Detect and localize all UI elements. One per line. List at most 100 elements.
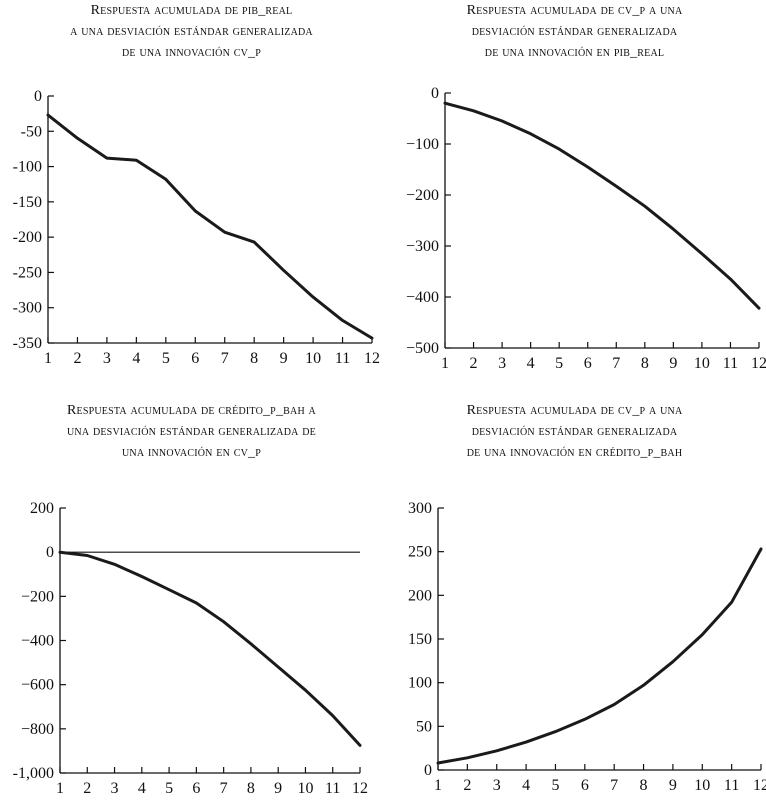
chart-title: Respuesta acumulada de pib_real a una de… — [0, 0, 383, 63]
y-tick-label: -1,000 — [13, 765, 54, 782]
x-tick-label: 11 — [335, 350, 350, 367]
y-tick-label: 0 — [431, 85, 439, 102]
chart-panel-2: Respuesta acumulada de cv_p a una desvia… — [383, 0, 766, 400]
chart-title-line: Respuesta acumulada de crédito_p_bah a — [67, 403, 316, 418]
x-tick-label: 5 — [165, 780, 173, 797]
y-tick-label: -250 — [13, 264, 42, 281]
x-tick-label: 6 — [584, 355, 592, 372]
y-tick-label: -350 — [13, 335, 42, 352]
x-tick-label: 4 — [527, 355, 535, 372]
x-tick-label: 11 — [723, 355, 738, 372]
x-tick-label: 12 — [751, 355, 766, 372]
y-tick-label: 0 — [46, 544, 54, 561]
chart-title-line: desviación estándar generalizada — [471, 24, 678, 39]
x-tick-label: 3 — [103, 350, 111, 367]
x-tick-label: 10 — [694, 355, 710, 372]
chart-title-line: de una innovación en crédito_p_bah — [466, 445, 683, 460]
x-tick-label: 8 — [250, 350, 258, 367]
chart-title: Respuesta acumulada de cv_p a una desvia… — [383, 0, 766, 63]
y-tick-label: -200 — [13, 229, 42, 246]
chart-title-line: de una innovación en pib_real — [484, 45, 665, 60]
y-tick-label: −600 — [21, 677, 54, 694]
chart-title: Respuesta acumulada de crédito_p_bah a u… — [0, 400, 383, 463]
chart-panel-3: Respuesta acumulada de crédito_p_bah a u… — [0, 400, 383, 800]
chart-panel-4: Respuesta acumulada de cv_p a una desvia… — [383, 400, 766, 800]
x-tick-label: 3 — [498, 355, 506, 372]
x-tick-label: 12 — [352, 780, 368, 797]
x-tick-label: 9 — [669, 355, 677, 372]
x-tick-label: 8 — [640, 777, 648, 794]
y-tick-label: −200 — [21, 588, 54, 605]
x-tick-label: 7 — [612, 355, 620, 372]
x-tick-label: 1 — [44, 350, 52, 367]
x-tick-label: 1 — [56, 780, 64, 797]
chart-plot: 0 -50 -100 -150 -200 -250 -300 -350 1 2 3 4 5 6 7 8 9 10 1… — [13, 88, 380, 367]
y-tick-label: 250 — [408, 544, 432, 561]
x-tick-label: 9 — [274, 780, 282, 797]
series-line — [46, 113, 374, 340]
y-tick-label: −300 — [406, 238, 439, 255]
x-tick-label: 5 — [162, 350, 170, 367]
y-tick-label: −200 — [406, 187, 439, 204]
y-tick-label: −800 — [21, 721, 54, 738]
x-tick-label: 6 — [191, 350, 199, 367]
x-tick-label: 1 — [434, 777, 442, 794]
y-tick-label: −400 — [406, 289, 439, 306]
y-tick-label: -300 — [13, 300, 42, 317]
x-tick-label: 8 — [641, 355, 649, 372]
y-tick-label: −500 — [406, 340, 439, 357]
x-tick-label: 12 — [753, 777, 766, 794]
y-tick-label: 50 — [416, 718, 432, 735]
y-tick-label: -100 — [13, 159, 42, 176]
x-tick-label: 10 — [305, 350, 321, 367]
x-tick-label: 5 — [551, 777, 559, 794]
chart-title-line: Respuesta acumulada de cv_p a una — [466, 3, 683, 18]
chart-title-line: de una innovación cv_p — [122, 45, 261, 60]
y-tick-label: 0 — [34, 88, 42, 105]
x-tick-label: 5 — [555, 355, 563, 372]
x-tick-label: 9 — [280, 350, 288, 367]
x-tick-label: 6 — [581, 777, 589, 794]
y-tick-label: −400 — [21, 633, 54, 650]
y-tick-label: 100 — [408, 675, 432, 692]
y-tick-label: 0 — [424, 762, 432, 779]
x-tick-label: 2 — [83, 780, 91, 797]
series-line — [436, 547, 763, 765]
x-tick-label: 4 — [132, 350, 140, 367]
chart-title-line: una desviación estándar generalizada de — [66, 424, 316, 439]
x-tick-label: 10 — [694, 777, 710, 794]
x-tick-label: 2 — [470, 355, 478, 372]
x-tick-label: 12 — [364, 350, 380, 367]
x-tick-label: 1 — [441, 355, 449, 372]
x-tick-label: 9 — [669, 777, 677, 794]
y-tick-label: 200 — [408, 587, 432, 604]
chart-title-line: desviación estándar generalizada — [471, 424, 678, 439]
x-tick-label: 3 — [493, 777, 501, 794]
series-line — [58, 550, 362, 747]
x-tick-label: 7 — [610, 777, 618, 794]
chart-title-line: una innovación en cv_p — [122, 445, 261, 460]
chart-title-line: Respuesta acumulada de cv_p a una — [466, 403, 683, 418]
y-tick-label: 300 — [408, 500, 432, 517]
x-tick-label: 8 — [247, 780, 255, 797]
y-tick-label: 200 — [30, 500, 54, 517]
x-tick-label: 2 — [463, 777, 471, 794]
x-tick-label: 10 — [297, 780, 313, 797]
chart-panel-1: Respuesta acumulada de pib_real a una de… — [0, 0, 383, 400]
x-tick-label: 7 — [220, 780, 228, 797]
y-tick-label: -50 — [21, 123, 42, 140]
x-tick-label: 3 — [111, 780, 119, 797]
series-line — [443, 101, 761, 310]
x-tick-label: 11 — [325, 780, 340, 797]
y-tick-label: -150 — [13, 194, 42, 211]
chart-title: Respuesta acumulada de cv_p a una desvia… — [383, 400, 766, 463]
y-tick-label: 150 — [408, 631, 432, 648]
x-tick-label: 4 — [138, 780, 146, 797]
x-tick-label: 7 — [221, 350, 229, 367]
x-tick-label: 4 — [522, 777, 530, 794]
x-tick-label: 11 — [724, 777, 739, 794]
y-tick-label: −100 — [406, 136, 439, 153]
